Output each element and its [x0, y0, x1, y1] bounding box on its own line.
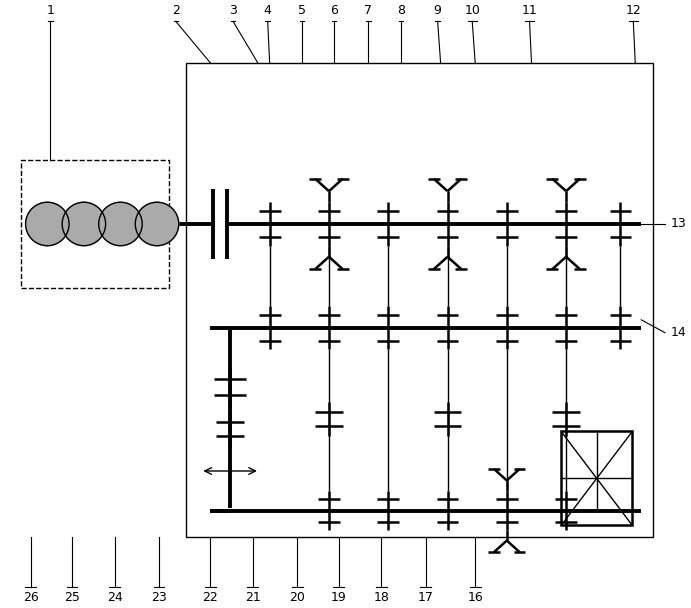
- Text: 17: 17: [418, 590, 434, 604]
- Text: 14: 14: [671, 326, 687, 339]
- Text: 19: 19: [331, 590, 347, 604]
- Bar: [561, 432, 632, 525]
- Text: 25: 25: [64, 590, 80, 604]
- Text: 8: 8: [397, 4, 405, 18]
- Text: 1: 1: [46, 4, 54, 18]
- Text: 5: 5: [299, 4, 306, 18]
- Text: 22: 22: [202, 590, 218, 604]
- Text: 26: 26: [23, 590, 39, 604]
- Circle shape: [26, 202, 69, 246]
- Text: 18: 18: [373, 590, 389, 604]
- Text: 2: 2: [172, 4, 180, 18]
- Text: 4: 4: [264, 4, 272, 18]
- Circle shape: [99, 202, 142, 246]
- Circle shape: [62, 202, 106, 246]
- Text: 7: 7: [364, 4, 372, 18]
- Text: 16: 16: [467, 590, 483, 604]
- Text: 20: 20: [290, 590, 305, 604]
- Text: 9: 9: [434, 4, 442, 18]
- Text: 21: 21: [245, 590, 261, 604]
- Text: 11: 11: [522, 4, 538, 18]
- Text: 12: 12: [625, 4, 641, 18]
- Text: 10: 10: [464, 4, 480, 18]
- Text: 6: 6: [330, 4, 338, 18]
- Bar: [186, 63, 653, 537]
- Bar: [21, 160, 169, 288]
- Text: 23: 23: [151, 590, 167, 604]
- Text: 13: 13: [671, 218, 687, 230]
- Text: 24: 24: [106, 590, 122, 604]
- Circle shape: [135, 202, 179, 246]
- Text: 3: 3: [229, 4, 237, 18]
